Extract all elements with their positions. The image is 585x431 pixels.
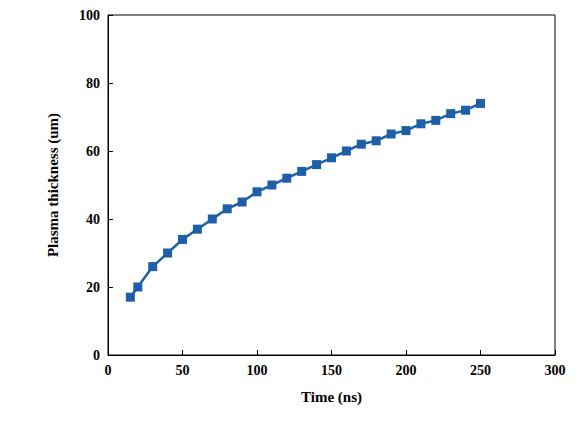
svg-text:20: 20	[86, 280, 100, 295]
svg-text:Plasma thickness (um): Plasma thickness (um)	[45, 113, 62, 257]
svg-text:0: 0	[93, 348, 100, 363]
svg-text:300: 300	[545, 363, 566, 378]
svg-text:250: 250	[470, 363, 491, 378]
svg-text:100: 100	[79, 8, 100, 23]
svg-text:200: 200	[396, 363, 417, 378]
svg-text:Time (ns): Time (ns)	[301, 389, 362, 406]
svg-text:40: 40	[86, 212, 100, 227]
svg-text:0: 0	[105, 363, 112, 378]
svg-text:50: 50	[176, 363, 190, 378]
svg-text:150: 150	[321, 363, 342, 378]
svg-text:80: 80	[86, 76, 100, 91]
svg-text:100: 100	[247, 363, 268, 378]
svg-text:60: 60	[86, 144, 100, 159]
